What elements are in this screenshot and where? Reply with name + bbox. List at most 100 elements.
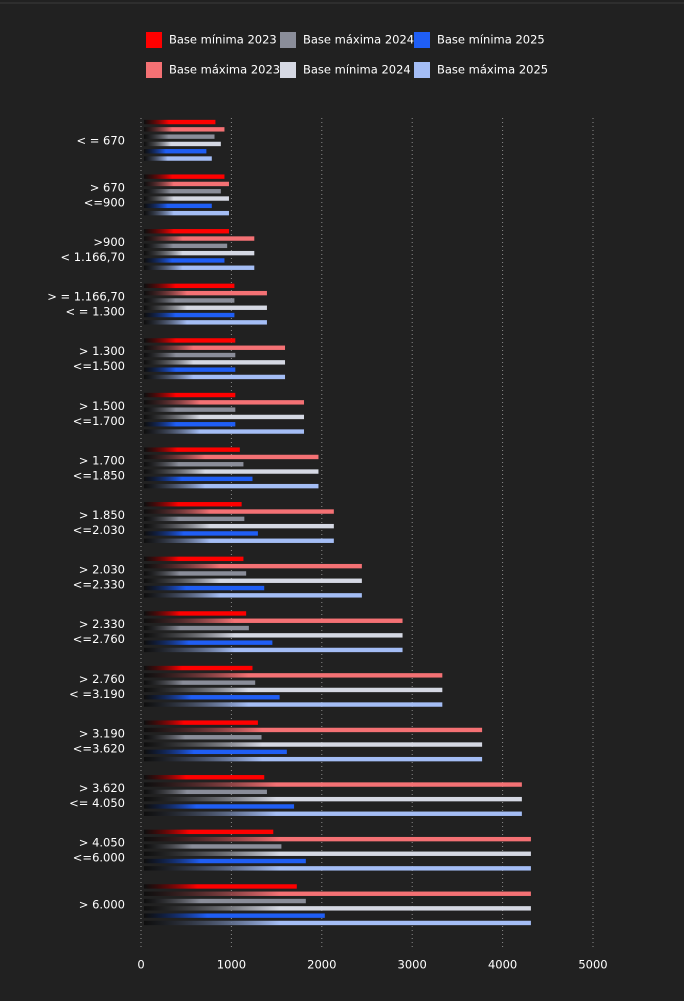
bar [144, 502, 242, 507]
bar [144, 407, 236, 412]
y-tick-label: < = 670 [76, 133, 125, 147]
y-tick-label: > 2.760 < =3.190 [69, 671, 125, 700]
bar [144, 134, 215, 139]
bar [144, 454, 319, 460]
bar [144, 174, 225, 179]
bar [144, 476, 253, 482]
bar [144, 352, 236, 358]
bar [144, 775, 265, 780]
legend-label: Base mínima 2024 [303, 63, 411, 77]
bar [144, 593, 362, 598]
x-tick-label: 5000 [578, 958, 607, 972]
bar [144, 345, 286, 350]
bar [144, 290, 267, 296]
legend-label: Base máxima 2023 [169, 63, 280, 77]
bar [144, 374, 286, 380]
bar [144, 571, 247, 576]
bar [144, 702, 443, 707]
legend-swatch [280, 32, 296, 48]
bar [144, 782, 522, 787]
bar [144, 673, 443, 678]
y-tick-label: > 6.000 [79, 897, 125, 911]
bar [144, 338, 236, 343]
bar [144, 429, 305, 434]
legend-label: Base máxima 2025 [437, 63, 548, 77]
bar [144, 680, 256, 685]
bar [144, 141, 221, 147]
bar [144, 625, 249, 631]
x-tick-label: 0 [137, 958, 144, 972]
bar [144, 400, 305, 405]
legend-swatch [414, 62, 430, 78]
y-tick-label: > = 1.166,70 < = 1.300 [47, 289, 125, 318]
bar [144, 811, 522, 816]
bar [144, 789, 267, 795]
bar [144, 119, 216, 125]
y-tick-label: > 2.030 <=2.330 [73, 562, 125, 591]
bar [144, 578, 362, 583]
bar [144, 360, 286, 365]
bar [144, 735, 262, 740]
y-tick-label: > 2.330 <=2.760 [73, 617, 125, 646]
bar [144, 422, 236, 427]
bar [144, 665, 253, 671]
bar [144, 258, 225, 263]
bar [144, 189, 221, 194]
bar [144, 196, 229, 201]
bar [144, 796, 522, 802]
bar [144, 523, 334, 529]
bar [144, 585, 265, 591]
bar [144, 250, 255, 256]
bar [144, 836, 531, 842]
legend-swatch [146, 32, 162, 48]
legend-label: Base máxima 2024 [303, 33, 414, 47]
bar [144, 829, 274, 835]
y-tick-label: > 1.300 <=1.500 [73, 344, 125, 373]
bar [144, 647, 403, 653]
bar [144, 633, 403, 638]
bar [144, 320, 267, 325]
legend-label: Base mínima 2023 [169, 33, 277, 47]
bar [144, 367, 236, 372]
bar [144, 298, 235, 303]
bar [144, 687, 443, 693]
legend-swatch [146, 62, 162, 78]
bar [144, 720, 258, 725]
legend-swatch [280, 62, 296, 78]
bar [144, 858, 306, 864]
bar [144, 851, 531, 856]
bar [144, 618, 403, 623]
bar [144, 913, 325, 918]
bar [144, 203, 212, 209]
legend-label: Base mínima 2025 [437, 33, 545, 47]
bar [144, 127, 225, 132]
bar [144, 884, 297, 889]
bar [144, 516, 245, 522]
bar [144, 756, 483, 762]
bar [144, 483, 319, 489]
bar [144, 906, 531, 911]
bar [144, 283, 235, 289]
bar [144, 640, 273, 645]
x-tick-label: 3000 [398, 958, 427, 972]
bar [144, 181, 229, 187]
bar [144, 149, 207, 154]
bar [144, 538, 334, 543]
y-tick-label: > 1.700 <=1.850 [73, 453, 125, 482]
bar [144, 804, 295, 809]
bar [144, 156, 212, 161]
bar [144, 210, 229, 216]
bar [144, 556, 244, 562]
bar [144, 229, 229, 234]
x-tick-label: 2000 [307, 958, 336, 972]
bar [144, 891, 531, 896]
bar [144, 243, 228, 249]
bar [144, 531, 258, 536]
y-tick-label: > 670 <=900 [84, 180, 125, 209]
bar [144, 742, 483, 747]
bar [144, 695, 280, 700]
bar [144, 611, 247, 616]
bar [144, 920, 531, 926]
y-tick-label: > 3.620 <= 4.050 [69, 781, 125, 810]
